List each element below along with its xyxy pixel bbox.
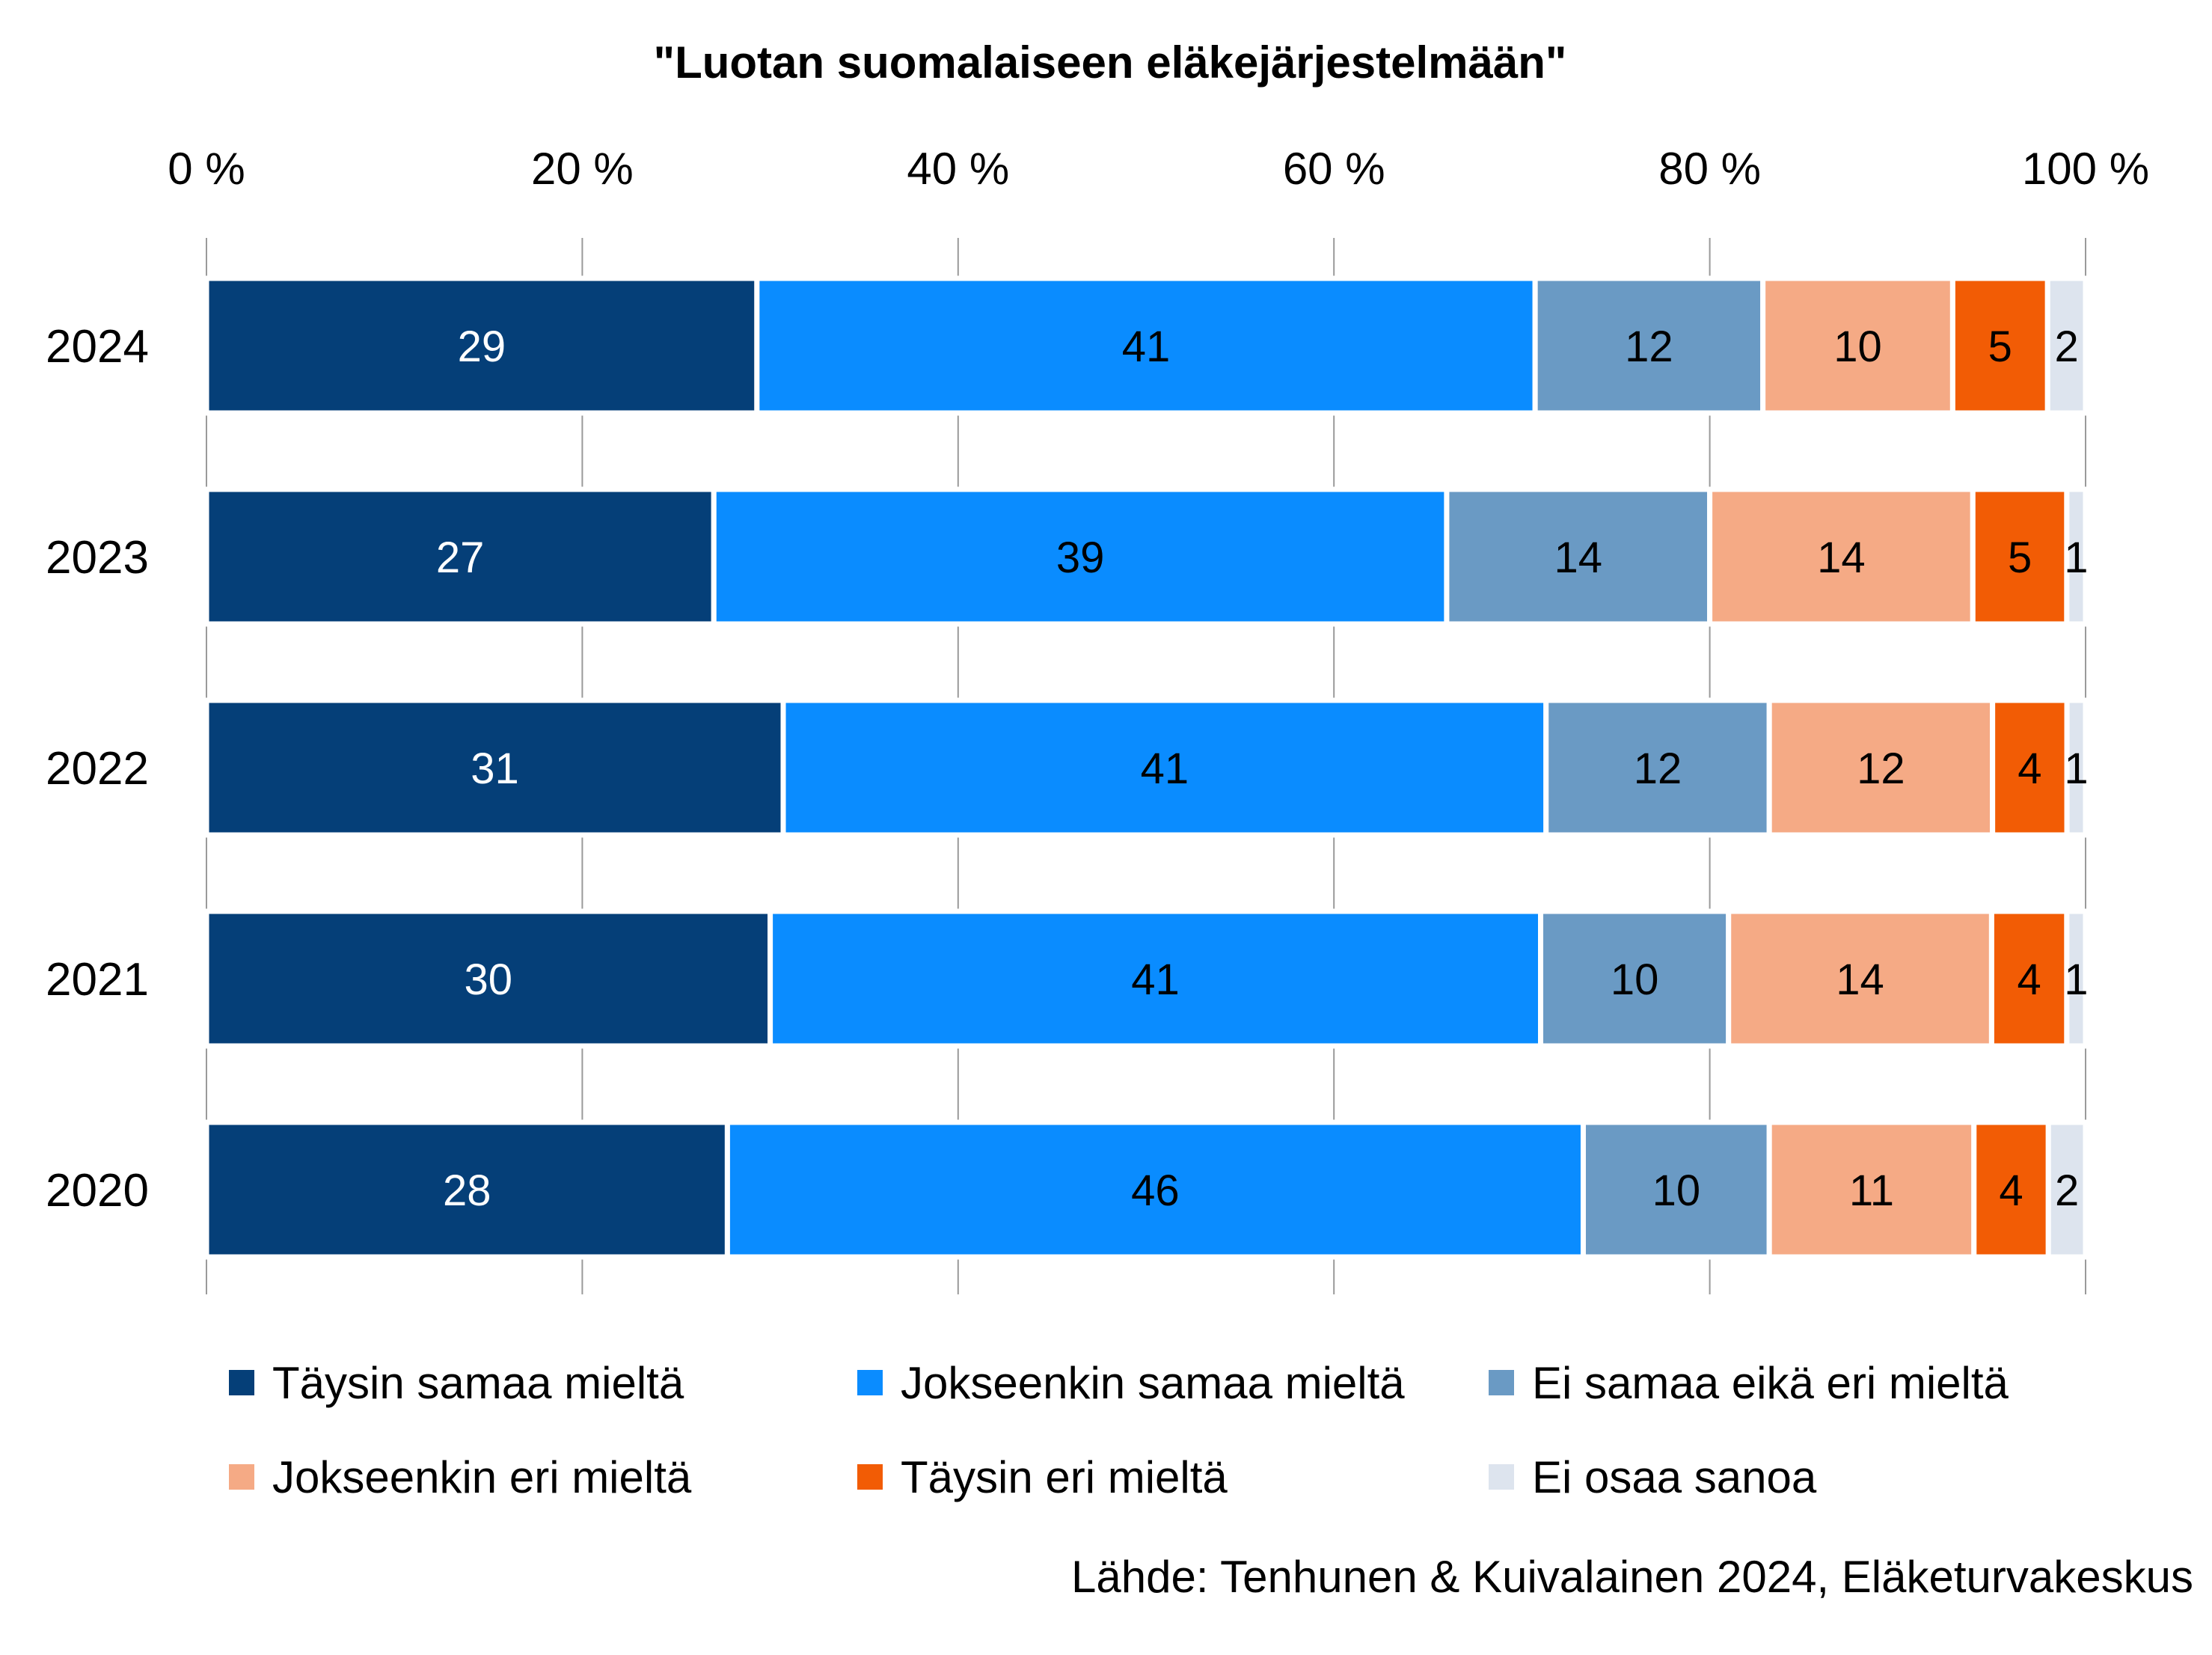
x-tick-label: 20 %: [531, 144, 634, 194]
bar-segment: [724, 1119, 1586, 1260]
bar-segment: [1970, 486, 2070, 627]
data-label: 4: [2018, 955, 2041, 1004]
y-tick-label: 2022: [46, 743, 149, 795]
data-label: 28: [443, 1166, 491, 1215]
data-label: 1: [2064, 955, 2088, 1004]
bar-segment: [203, 697, 786, 838]
bar-segment: [2064, 908, 2089, 1049]
x-tick-label: 40 %: [907, 144, 1009, 194]
data-label: 29: [458, 322, 506, 371]
bar-segment: [2044, 275, 2089, 416]
data-label: 39: [1056, 533, 1105, 582]
bar-segment: [1580, 1119, 1772, 1260]
data-label: 4: [1999, 1166, 2023, 1215]
legend-item: Jokseenkin samaa mieltä: [857, 1358, 1405, 1408]
data-label: 5: [2008, 533, 2032, 582]
data-label: 12: [1634, 744, 1682, 793]
data-label: 5: [1988, 322, 2012, 371]
bar-segment: [2064, 697, 2089, 838]
data-label: 10: [1652, 1166, 1701, 1215]
x-tick-label: 60 %: [1283, 144, 1385, 194]
legend-item: Täysin eri mieltä: [857, 1452, 1228, 1502]
data-label: 1: [2064, 533, 2088, 582]
x-tick-label: 0 %: [168, 144, 245, 194]
bar-segment: [1766, 1119, 1977, 1260]
data-label: 14: [1836, 955, 1884, 1004]
data-label: 12: [1625, 322, 1673, 371]
bar-segment: [2064, 486, 2089, 627]
bar-segment: [1971, 1119, 2051, 1260]
data-label: 10: [1611, 955, 1659, 1004]
bar-segment: [1707, 486, 1976, 627]
legend-swatch: [857, 1370, 883, 1395]
data-label: 2: [2055, 1166, 2079, 1215]
legend-label: Täysin eri mieltä: [901, 1452, 1228, 1502]
legend-label: Ei samaa eikä eri mieltä: [1532, 1358, 2009, 1408]
legend-swatch: [1489, 1464, 1514, 1490]
chart-title: "Luotan suomalaiseen eläkejärjestelmään": [654, 37, 1567, 88]
y-tick-label: 2024: [46, 321, 149, 373]
data-label: 11: [1849, 1166, 1894, 1215]
data-label: 4: [2018, 744, 2041, 793]
legend-swatch: [229, 1464, 254, 1490]
bar-segment: [711, 486, 1450, 627]
data-label: 31: [471, 744, 519, 793]
bar-segment: [780, 697, 1549, 838]
data-label: 14: [1817, 533, 1866, 582]
bar-segment: [2045, 1119, 2089, 1260]
bar-segment: [203, 275, 760, 416]
data-label: 46: [1131, 1166, 1180, 1215]
y-axis-ticks: 2024 2023 2022 2021 2020: [46, 321, 149, 1217]
source-note: Lähde: Tenhunen & Kuivalainen 2024, Eläk…: [1071, 1552, 2193, 1602]
legend-item: Ei samaa eikä eri mieltä: [1489, 1358, 2009, 1408]
x-tick-label: 80 %: [1658, 144, 1761, 194]
bar-segment: [1444, 486, 1713, 627]
data-label: 41: [1122, 322, 1171, 371]
data-label: 41: [1131, 955, 1180, 1004]
x-tick-label: 100 %: [2022, 144, 2149, 194]
legend-item: Jokseenkin eri mieltä: [229, 1452, 692, 1502]
bars: 29 41 12 10 5 227 39 14 14 5 131 41 12 12 4 130 41 10 14 4 1…: [203, 275, 2089, 1260]
data-label: 12: [1857, 744, 1905, 793]
legend-label: Ei osaa sanoa: [1532, 1452, 1817, 1502]
data-label: 30: [465, 955, 513, 1004]
bar-segment: [1760, 275, 1955, 416]
legend-swatch: [857, 1464, 883, 1490]
data-label: 14: [1554, 533, 1603, 582]
data-label: 41: [1141, 744, 1189, 793]
legend-item: Täysin samaa mieltä: [229, 1358, 684, 1408]
legend-item: Ei osaa sanoa: [1489, 1452, 1817, 1502]
bar-segment: [203, 486, 717, 627]
data-label: 10: [1833, 322, 1882, 371]
bar-segment: [1949, 275, 2050, 416]
y-tick-label: 2021: [46, 954, 149, 1006]
y-tick-label: 2020: [46, 1165, 149, 1217]
legend-swatch: [1489, 1370, 1514, 1395]
x-axis-ticks: 0 % 20 % 40 % 60 % 80 % 100 %: [168, 144, 2149, 194]
legend: Täysin samaa mieltä Jokseenkin samaa miel…: [229, 1358, 2009, 1502]
data-label: 27: [436, 533, 485, 582]
legend-label: Jokseenkin eri mieltä: [272, 1452, 692, 1502]
legend-swatch: [229, 1370, 254, 1395]
legend-label: Jokseenkin samaa mieltä: [901, 1358, 1405, 1408]
data-label: 2: [2054, 322, 2078, 371]
legend-label: Täysin samaa mieltä: [272, 1358, 684, 1408]
y-tick-label: 2023: [46, 532, 149, 584]
bar-segment: [1988, 908, 2070, 1049]
data-label: 1: [2064, 744, 2088, 793]
bar-segment: [1990, 697, 2070, 838]
